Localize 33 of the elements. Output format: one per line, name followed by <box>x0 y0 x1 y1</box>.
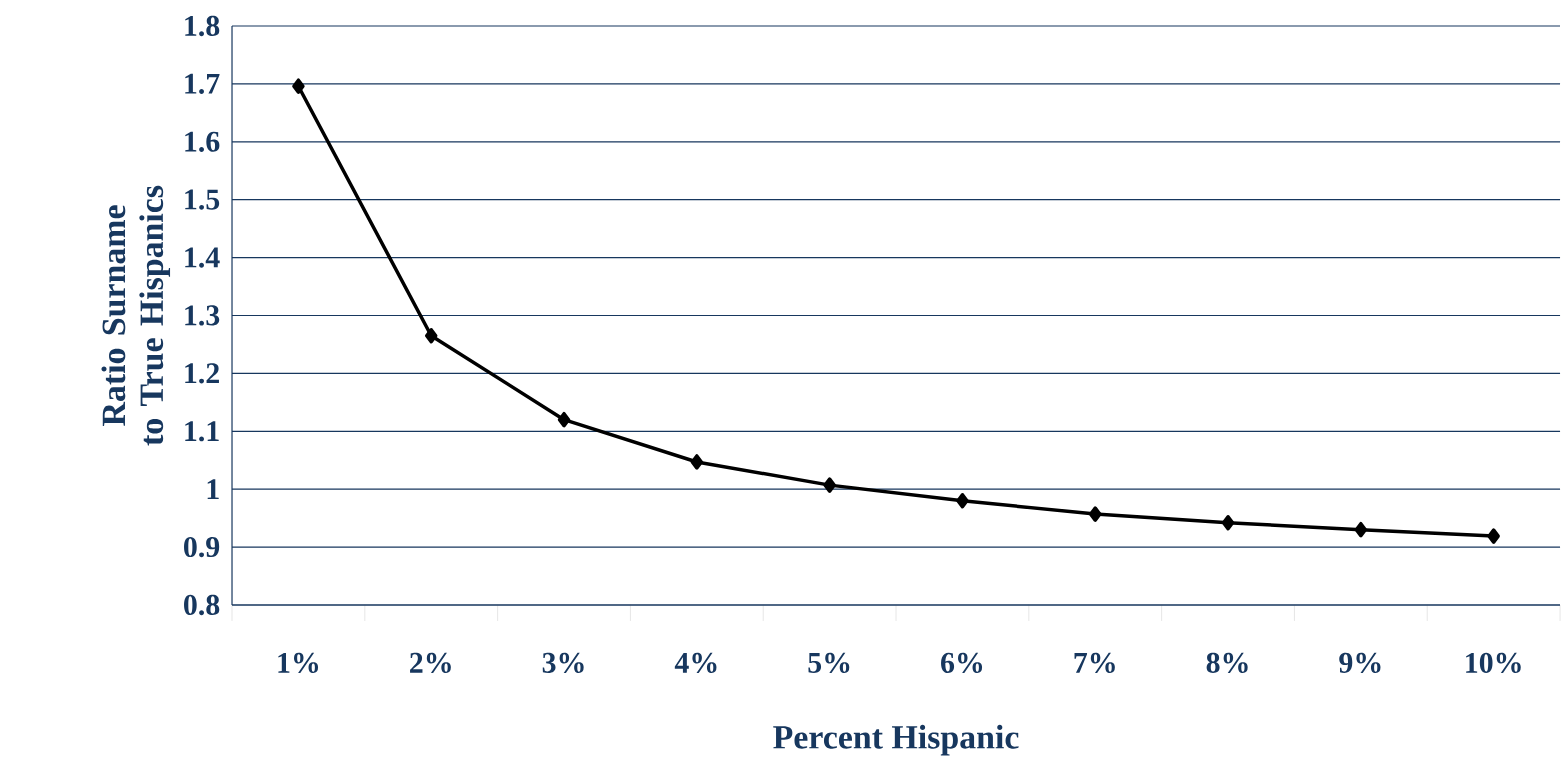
point <box>1088 506 1102 522</box>
point <box>424 328 438 344</box>
point <box>956 493 969 509</box>
y-tick-label: 1.3 <box>185 305 220 326</box>
x-tick-label: 1% <box>278 652 319 674</box>
point <box>557 411 571 428</box>
x-tick-label: 6% <box>941 652 983 674</box>
x-tick-label: 10% <box>1466 652 1521 674</box>
y-tick-label: 1.7 <box>185 73 220 94</box>
y-tick-label: 1.8 <box>185 15 220 37</box>
point <box>1487 528 1500 544</box>
y-tick-label: 0.9 <box>184 536 220 558</box>
y-tick-label: 1.1 <box>185 421 219 442</box>
y-tick-label: 1.4 <box>185 247 220 268</box>
x-tick-label: 5% <box>808 652 850 674</box>
x-tick-label: 2% <box>410 652 451 674</box>
y-tick-label: 1.6 <box>185 131 220 152</box>
point <box>690 454 704 470</box>
point <box>1354 521 1368 538</box>
point <box>1221 515 1235 531</box>
y-tick-label: 0.8 <box>184 594 220 616</box>
x-axis-title: Percent Hispanic <box>773 724 1019 756</box>
point <box>823 477 836 493</box>
x-tick-label: 9% <box>1339 652 1381 674</box>
x-tick-label: 4% <box>674 652 717 674</box>
point <box>292 78 305 94</box>
x-tick-label: 7% <box>1074 652 1115 674</box>
y-tick-label: 1.2 <box>185 363 219 384</box>
y-tick-label: 1.5 <box>185 189 220 210</box>
y-tick-label: 1 <box>207 479 219 500</box>
x-tick-label: 8% <box>1206 652 1248 674</box>
y-axis-title: Ratio Surname to True Hispanics <box>101 185 171 446</box>
x-tick-label: 3% <box>542 652 584 674</box>
